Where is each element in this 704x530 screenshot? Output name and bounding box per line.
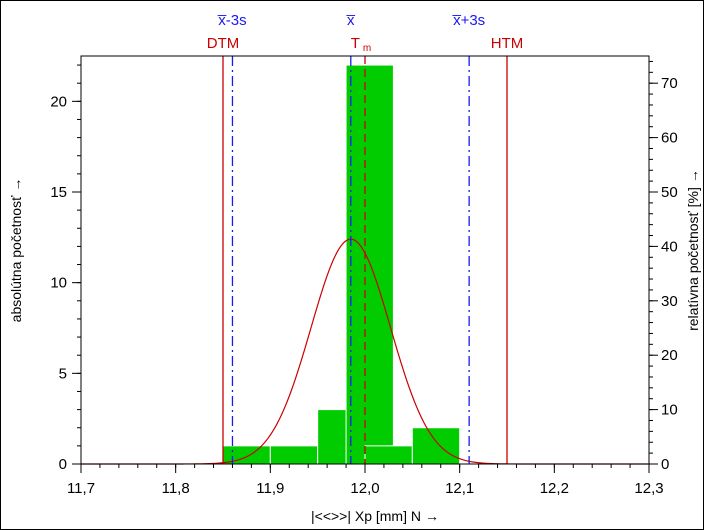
y2-tick-label: 40 [661,238,678,255]
reference-line-label: DTM [207,35,240,52]
y2-tick-label: 30 [661,293,678,310]
y-tick-label: 10 [50,275,67,292]
x-tick-label: 12,1 [445,480,474,497]
reference-line-label: x̅-3s [217,12,247,29]
x-tick-label: 11,7 [67,480,95,497]
y-tick-label: 0 [59,456,67,473]
histogram-bar [411,427,461,465]
reference-line-label: x̅ [346,12,356,29]
y2-tick-label: 10 [661,402,678,419]
y-axis-title: absolútna početnosť→ [8,178,24,323]
y2-tick-label: 20 [661,347,678,364]
y2-tick-label: 70 [661,75,678,92]
y-axis-ticks: 0 5 10 15 20 [50,64,81,473]
y2-axis-ticks: 0 10 20 30 40 50 60 70 [649,60,678,473]
x-axis-ticks: 11,7 11,8 11,9 12,0 12,1 12,2 12,3 [67,464,664,497]
x-axis-title: |<<>>| Xp [mm] N → [311,508,439,524]
reference-line-label: HTM [491,35,524,52]
x-tick-label: 11,9 [256,480,284,497]
y2-axis-title: relatívna početnosť [%]→ [685,169,701,331]
y-tick-label: 15 [50,184,67,201]
y2-tick-label: 60 [661,130,678,147]
x-tick-label: 12,2 [540,480,569,497]
y2-tick-label: 50 [661,184,678,201]
x-tick-label: 12,3 [634,480,663,497]
x-tick-label: 12,0 [350,480,379,497]
reference-line-label: x̅+3s [452,12,485,29]
histogram-bar [269,445,319,465]
y-tick-label: 5 [59,365,67,382]
y2-tick-label: 0 [661,456,669,473]
reference-lines: DTM x̅-3s x̅ T m x̅+3s HTM [207,12,524,464]
x-tick-label: 11,8 [162,480,190,497]
y-tick-label: 20 [50,93,67,110]
histogram-bar [364,445,413,465]
histogram-bars [222,64,461,465]
